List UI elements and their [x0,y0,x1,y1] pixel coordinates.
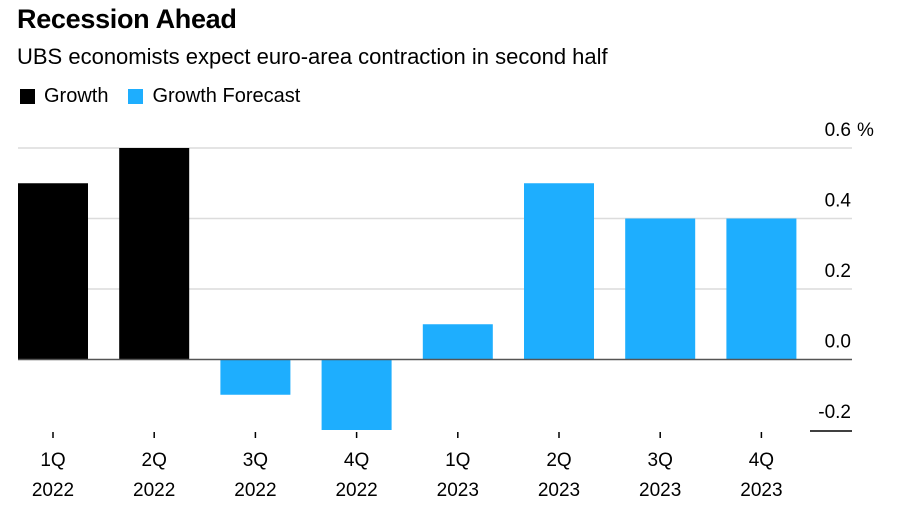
y-tick-label: 0.0 [825,332,851,353]
chart-title: Recession Ahead [17,4,237,34]
x-tick-label-quarter: 2Q [142,450,167,471]
x-tick-label-year: 2022 [234,480,276,501]
x-tick-label-quarter: 4Q [344,450,369,471]
x-tick-label-year: 2023 [740,480,782,501]
x-tick-label-quarter: 1Q [445,450,470,471]
bar-growth-forecast-5 [524,183,594,360]
bar-growth-forecast-6 [625,218,696,360]
y-unit-label: % [857,120,874,141]
x-tick-label-year: 2023 [437,480,479,501]
bar-growth-forecast-7 [726,218,797,360]
legend-swatch-growth [20,89,35,104]
legend-label-growth: Growth [44,85,109,107]
legend-item-growth-forecast: Growth Forecast [128,85,300,108]
y-tick-label: 0.2 [825,261,851,282]
x-tick-label-quarter: 3Q [648,450,673,471]
x-tick-label-quarter: 3Q [243,450,268,471]
x-tick-label-quarter: 1Q [40,450,65,471]
x-tick-label-year: 2022 [335,480,377,501]
x-tick-label-year: 2023 [538,480,580,501]
legend-item-growth: Growth [20,85,108,108]
bar-growth-1 [119,148,190,360]
y-tick-label: -0.2 [818,402,851,423]
legend-swatch-growth-forecast [128,89,144,104]
legend-label-growth-forecast: Growth Forecast [152,85,301,107]
x-tick-label-year: 2022 [133,480,175,501]
bar-growth-0 [18,183,88,360]
chart-subtitle: UBS economists expect euro-area contract… [17,44,608,69]
y-tick-label: 0.4 [825,191,852,212]
x-tick-label-quarter: 2Q [546,450,571,471]
bar-growth-forecast-3 [321,359,392,430]
y-tick-label: 0.6 [825,120,851,141]
x-tick-label-quarter: 4Q [749,450,774,471]
x-tick-label-year: 2022 [32,480,74,501]
x-tick-label-year: 2023 [639,480,681,501]
bar-growth-forecast-4 [422,324,493,360]
legend: Growth Growth Forecast [20,85,320,108]
bar-growth-forecast-2 [220,359,291,395]
